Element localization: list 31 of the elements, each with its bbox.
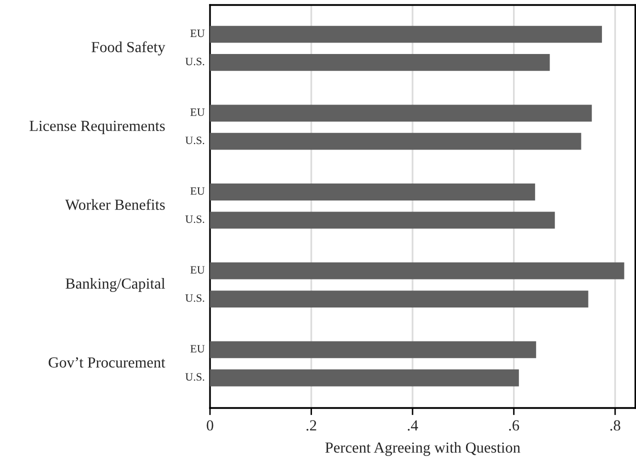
x-tick-label: .6 — [509, 420, 520, 431]
x-tick-label: .8 — [610, 420, 620, 431]
y-tick-label: Banking/Capital — [66, 278, 166, 292]
bar — [210, 369, 519, 386]
x-tick-label: .4 — [408, 420, 418, 431]
text: U.S. — [185, 373, 204, 381]
text: EU — [190, 266, 205, 274]
bar — [210, 262, 624, 280]
text: EU — [190, 108, 205, 116]
text: U.S. — [185, 215, 204, 223]
bar — [210, 104, 592, 122]
x-tick-label: .2 — [306, 420, 316, 431]
y-tick-label: License Requirements — [30, 120, 165, 134]
text: EU — [190, 187, 205, 195]
series-label: EU — [190, 30, 205, 38]
text: EU — [190, 345, 205, 352]
y-tick-label: Food Safety — [92, 41, 166, 56]
bar — [210, 54, 550, 71]
x-axis-title: Percent Agreeing with Question — [325, 442, 520, 456]
text: U.S. — [185, 136, 204, 144]
text: U.S. — [185, 294, 204, 302]
bar — [210, 132, 582, 150]
bar — [210, 184, 536, 200]
bar — [210, 290, 588, 308]
series-label: U.S. — [185, 58, 204, 66]
y-tick-label: Gov’t Procurement — [48, 357, 166, 368]
x-tick-label: 0 — [206, 420, 214, 431]
bar — [210, 212, 555, 229]
y-tick-label: Worker Benefits — [65, 198, 165, 210]
bar — [210, 26, 602, 43]
bar — [210, 341, 536, 358]
